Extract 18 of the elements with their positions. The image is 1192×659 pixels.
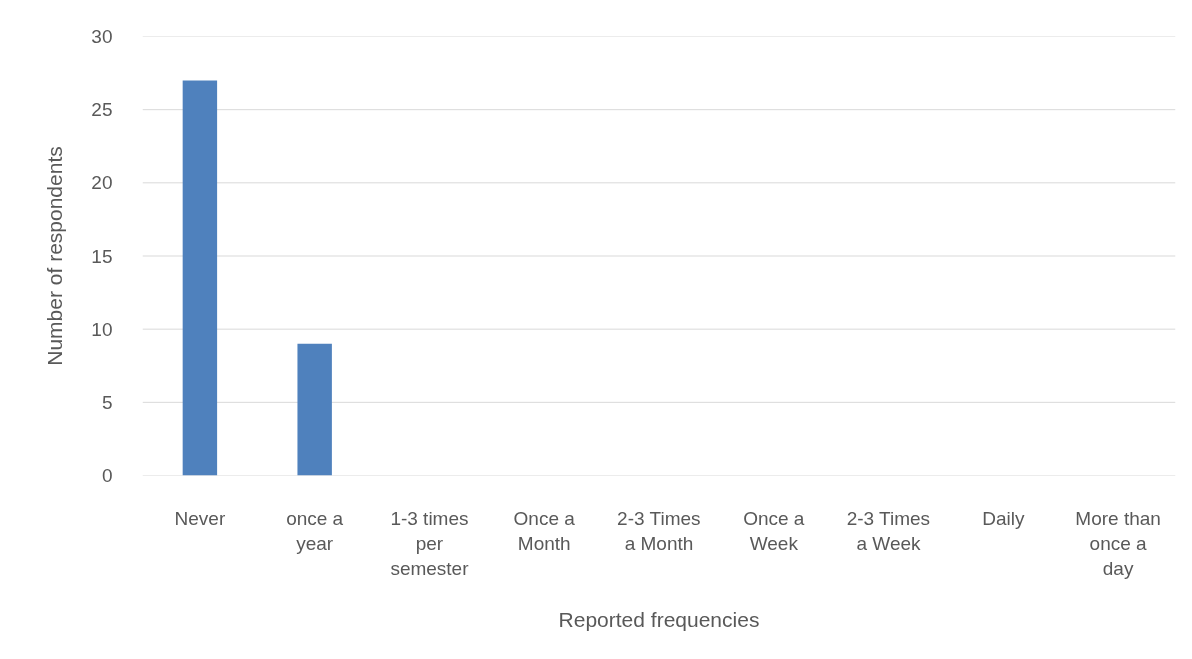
y-tick-label: 15 bbox=[91, 245, 113, 267]
x-tick-label: Once a Week bbox=[743, 507, 805, 554]
x-axis-title: Reported frequencies bbox=[558, 607, 760, 631]
y-axis-title: Number of respondents bbox=[43, 146, 67, 366]
y-tick-label: 5 bbox=[101, 391, 113, 413]
x-tick-label: More than once a day bbox=[1075, 507, 1161, 579]
y-tick-label: 10 bbox=[91, 318, 113, 340]
y-tick-label: 0 bbox=[101, 465, 113, 486]
x-tick-label: Daily bbox=[982, 507, 1025, 529]
x-tick-label: Never bbox=[174, 507, 226, 529]
x-tick-label: Once a Month bbox=[513, 507, 576, 554]
x-tick-label: once a year bbox=[286, 507, 344, 554]
y-tick-label: 25 bbox=[91, 99, 113, 121]
x-tick-label: 2-3 Times a Month bbox=[617, 507, 701, 554]
y-tick-label: 20 bbox=[91, 172, 113, 194]
y-tick-label: 30 bbox=[91, 26, 113, 47]
x-tick-label: 2-3 Times a Week bbox=[846, 507, 931, 554]
x-tick-label: 1-3 times per semester bbox=[390, 507, 470, 579]
